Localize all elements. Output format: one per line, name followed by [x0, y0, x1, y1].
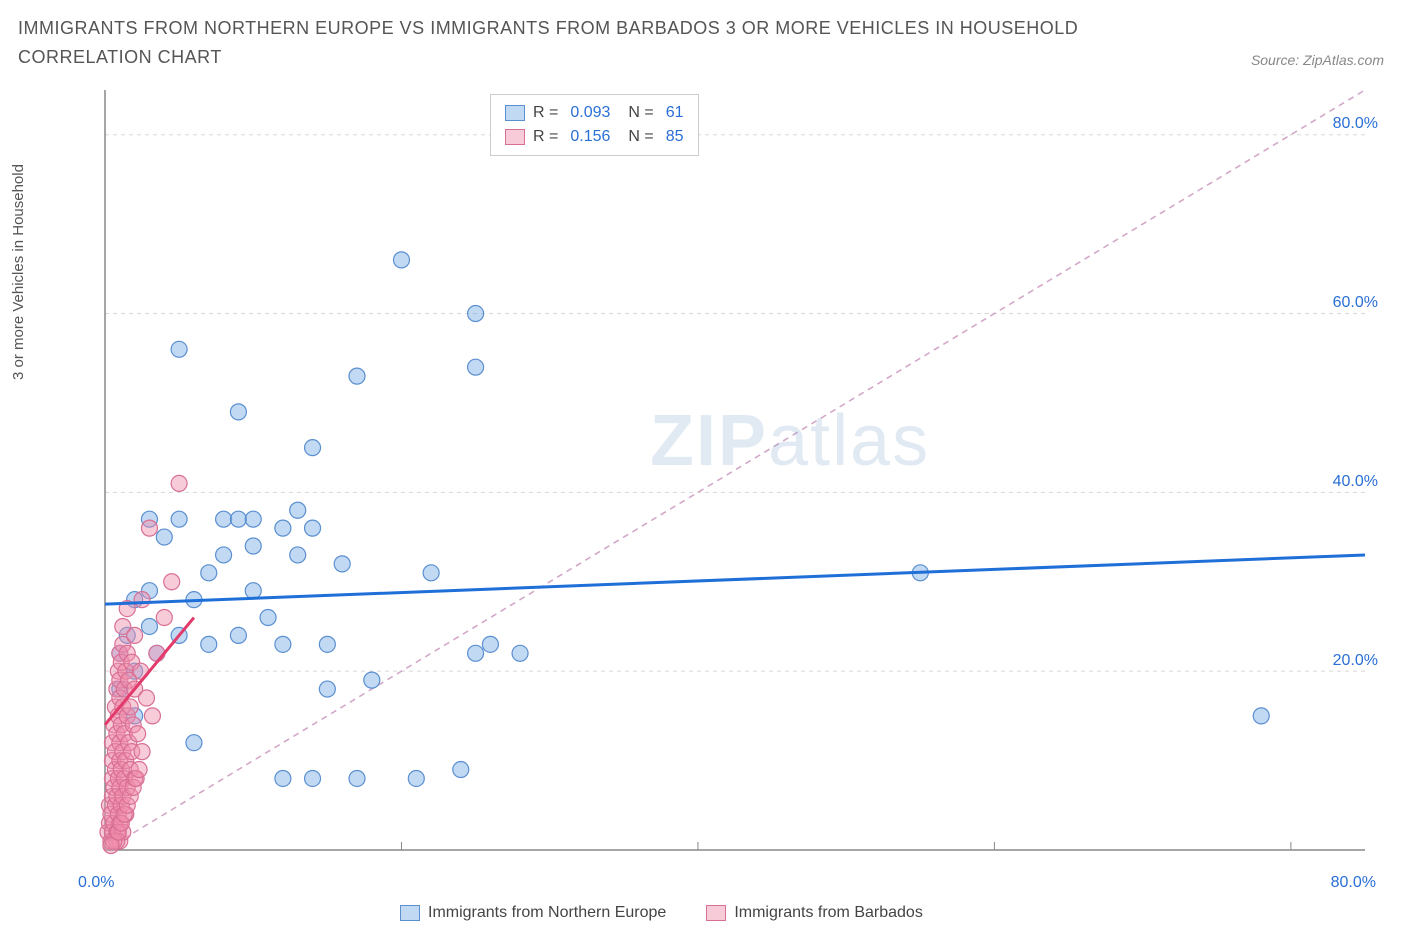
chart-area: [60, 90, 1380, 870]
y-tick-label: 20.0%: [1333, 652, 1378, 670]
y-axis-label: 3 or more Vehicles in Household: [10, 164, 27, 380]
bottom-legend: Immigrants from Northern Europe Immigran…: [400, 904, 923, 922]
source-attribution: Source: ZipAtlas.com: [1251, 52, 1384, 68]
legend-label: Immigrants from Northern Europe: [428, 904, 666, 922]
n-value: 85: [666, 125, 684, 149]
legend-item: Immigrants from Northern Europe: [400, 904, 666, 922]
chart-title: IMMIGRANTS FROM NORTHERN EUROPE VS IMMIG…: [18, 14, 1118, 72]
n-label: N =: [628, 125, 653, 149]
y-tick-label: 80.0%: [1333, 115, 1378, 133]
legend-swatch: [400, 905, 420, 921]
legend-swatch: [505, 129, 525, 145]
stats-legend-row: R = 0.093 N = 61: [505, 101, 684, 125]
legend-swatch: [706, 905, 726, 921]
r-value: 0.156: [570, 125, 610, 149]
r-value: 0.093: [570, 101, 610, 125]
r-label: R =: [533, 125, 558, 149]
legend-swatch: [505, 105, 525, 121]
scatter-chart: [60, 90, 1380, 870]
y-tick-label: 60.0%: [1333, 294, 1378, 312]
legend-item: Immigrants from Barbados: [706, 904, 923, 922]
r-label: R =: [533, 101, 558, 125]
n-value: 61: [666, 101, 684, 125]
stats-legend-box: R = 0.093 N = 61 R = 0.156 N = 85: [490, 94, 699, 156]
x-tick-label: 0.0%: [78, 874, 114, 892]
stats-legend-row: R = 0.156 N = 85: [505, 125, 684, 149]
n-label: N =: [628, 101, 653, 125]
y-tick-label: 40.0%: [1333, 473, 1378, 491]
legend-label: Immigrants from Barbados: [734, 904, 923, 922]
x-tick-label: 80.0%: [1331, 874, 1376, 892]
